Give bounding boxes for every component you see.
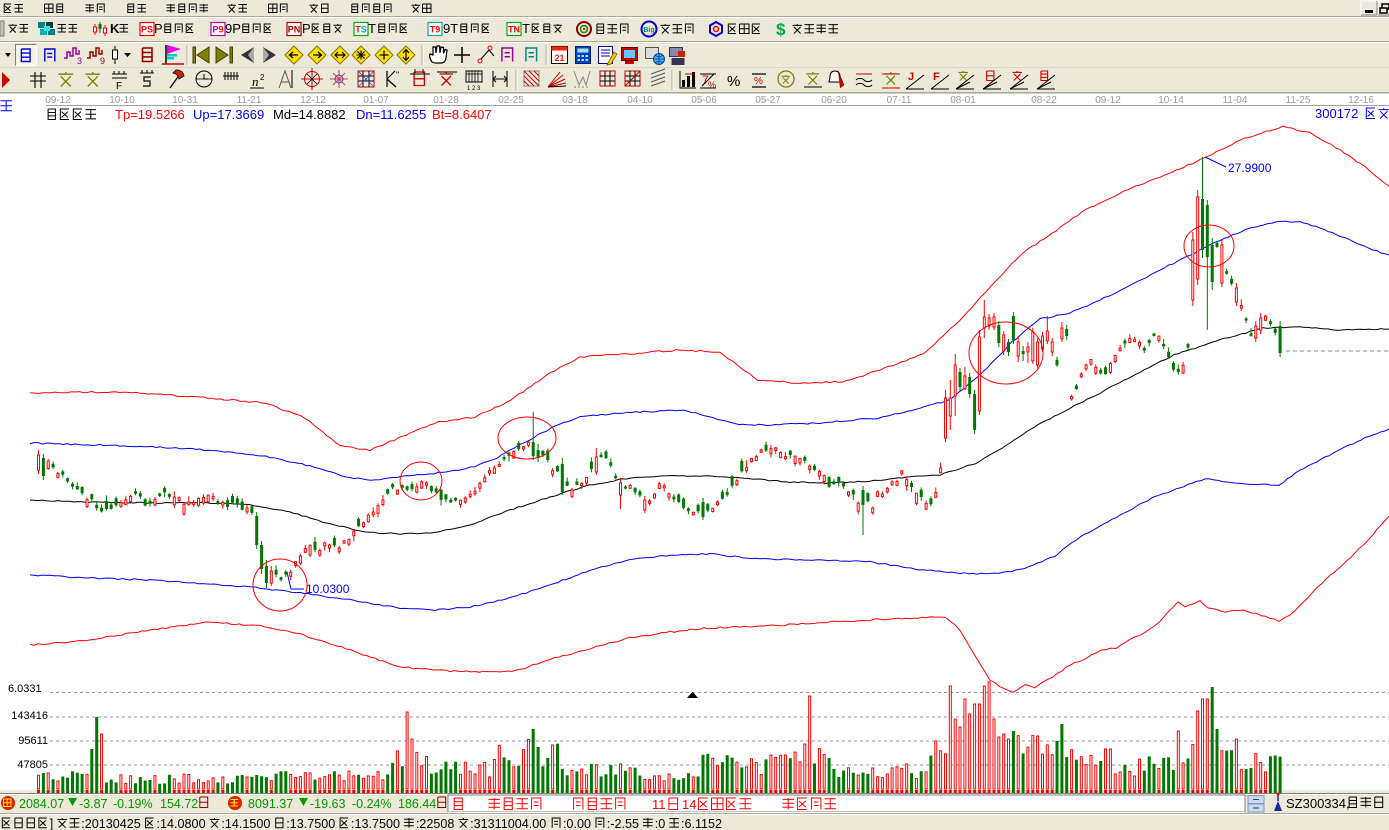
- svg-text:03-18: 03-18: [562, 95, 588, 106]
- svg-text:04-10: 04-10: [627, 95, 653, 106]
- svg-text:186.44: 186.44: [398, 797, 436, 811]
- svg-text::22508: :22508: [416, 817, 455, 830]
- svg-text:12-12: 12-12: [300, 95, 326, 106]
- svg-text::31311004.00: :31311004.00: [470, 817, 546, 830]
- svg-text::14.0800: :14.0800: [157, 817, 206, 830]
- svg-text:10.0300: 10.0300: [306, 582, 350, 596]
- svg-text:10-31: 10-31: [172, 95, 198, 106]
- svg-text:T9: T9: [430, 25, 441, 35]
- svg-text:12-16: 12-16: [1348, 95, 1374, 106]
- svg-text:SZ300334,: SZ300334,: [1286, 796, 1350, 811]
- svg-text:300172: 300172: [1315, 106, 1358, 121]
- svg-text:11-04: 11-04: [1223, 95, 1248, 106]
- svg-text:09-12: 09-12: [45, 95, 71, 106]
- svg-text:]: ]: [50, 817, 54, 830]
- svg-text:02-25: 02-25: [498, 95, 524, 106]
- svg-text:T: T: [522, 21, 530, 36]
- svg-text::-2.55: :-2.55: [607, 817, 639, 830]
- svg-text:11: 11: [652, 797, 666, 812]
- svg-text:-0.19%: -0.19%: [113, 797, 153, 811]
- svg-text:11-21: 11-21: [237, 95, 262, 106]
- svg-text:P: P: [302, 21, 311, 36]
- svg-text:2: 2: [260, 73, 265, 82]
- svg-text:07-11: 07-11: [887, 95, 912, 106]
- svg-text:08-01: 08-01: [950, 95, 976, 106]
- svg-text::0: :0: [655, 817, 666, 830]
- svg-text:9P: 9P: [225, 21, 241, 36]
- svg-text:8091.37: 8091.37: [248, 797, 293, 811]
- svg-text:T: T: [368, 21, 376, 36]
- svg-text:2084.07: 2084.07: [19, 797, 64, 811]
- svg-text::20130425: :20130425: [81, 817, 141, 830]
- svg-text:%: %: [754, 76, 763, 87]
- svg-text:21: 21: [554, 53, 564, 63]
- svg-text:P: P: [154, 21, 163, 36]
- svg-text:J: J: [908, 71, 914, 83]
- svg-text:P9: P9: [212, 25, 223, 35]
- svg-text::14.1500: :14.1500: [221, 817, 270, 830]
- svg-text:Dn=11.6255: Dn=11.6255: [356, 107, 426, 122]
- svg-text:%: %: [708, 80, 716, 90]
- svg-text:TN: TN: [508, 25, 520, 35]
- svg-text:6.0331: 6.0331: [8, 683, 42, 695]
- svg-text:%: %: [727, 73, 740, 90]
- svg-text:95611: 95611: [18, 735, 48, 747]
- svg-text:09-12: 09-12: [1095, 95, 1121, 106]
- svg-text:-0.24%: -0.24%: [352, 797, 392, 811]
- svg-text:Md=14.8882: Md=14.8882: [273, 107, 346, 122]
- svg-text:PN: PN: [288, 25, 301, 35]
- svg-text:05-27: 05-27: [755, 95, 781, 106]
- svg-text:154.72: 154.72: [160, 797, 198, 811]
- svg-text:K: K: [110, 21, 120, 36]
- svg-text::0.00: :0.00: [563, 817, 591, 830]
- svg-text:F: F: [933, 71, 940, 83]
- svg-text::6.1152: :6.1152: [681, 817, 722, 830]
- svg-text:PS: PS: [141, 25, 153, 35]
- svg-text:06-20: 06-20: [821, 95, 847, 106]
- svg-text:11-25: 11-25: [1286, 95, 1311, 106]
- svg-text:10-10: 10-10: [109, 95, 135, 106]
- svg-text:TS: TS: [355, 25, 367, 35]
- svg-text:05-06: 05-06: [691, 95, 717, 106]
- svg-text:10-14: 10-14: [1158, 95, 1184, 106]
- svg-text:08-22: 08-22: [1031, 95, 1057, 106]
- svg-text:01-28: 01-28: [433, 95, 459, 106]
- svg-text:9T: 9T: [443, 21, 458, 36]
- svg-text:-19.63: -19.63: [310, 797, 345, 811]
- svg-text:Tp=19.5266: Tp=19.5266: [115, 107, 185, 122]
- svg-text:9: 9: [100, 56, 105, 66]
- svg-text::13.7500: :13.7500: [351, 817, 400, 830]
- svg-text:": ": [396, 70, 399, 80]
- svg-text:01-07: 01-07: [363, 95, 389, 106]
- svg-text:3: 3: [77, 56, 82, 66]
- svg-text:Big: Big: [643, 27, 654, 34]
- svg-text:n: n: [252, 74, 259, 89]
- svg-text:1 2 3: 1 2 3: [467, 86, 481, 92]
- svg-text:-3.87: -3.87: [79, 797, 108, 811]
- svg-text:F: F: [116, 81, 122, 92]
- svg-text::13.7500: :13.7500: [286, 817, 335, 830]
- svg-text:$: $: [776, 20, 786, 39]
- svg-text:14: 14: [682, 797, 696, 812]
- svg-text:27.9900: 27.9900: [1228, 161, 1272, 175]
- svg-text:143416: 143416: [11, 710, 48, 722]
- svg-text:Up=17.3669: Up=17.3669: [193, 107, 264, 122]
- svg-text:Bt=8.6407: Bt=8.6407: [432, 107, 492, 122]
- svg-text:7: 7: [702, 73, 709, 87]
- svg-text:47805: 47805: [17, 759, 48, 771]
